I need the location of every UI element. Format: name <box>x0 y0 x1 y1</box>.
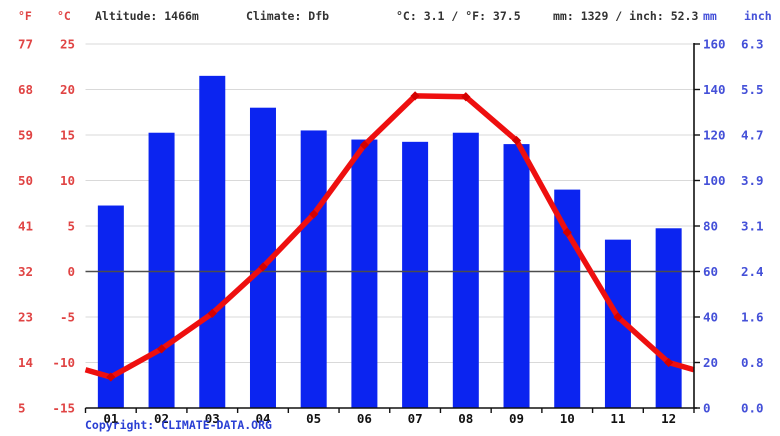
temp-point-09 <box>511 135 522 146</box>
climate-class-label: Climate: Dfb <box>246 9 330 23</box>
celsius-tick-label: -15 <box>52 401 75 416</box>
temperature-line <box>84 93 695 380</box>
precip-bar-07 <box>402 141 429 408</box>
precip-bar-08 <box>452 132 479 408</box>
precip-bar-12 <box>655 228 682 408</box>
mm-tick-label: 40 <box>703 310 718 325</box>
precip-bar-03 <box>199 75 226 408</box>
mm-tick-label: 160 <box>703 37 726 52</box>
month-label-03: 03 <box>205 411 220 426</box>
inch-tick-label: 2.4 <box>741 264 764 279</box>
mm-tick-label: 140 <box>703 82 726 97</box>
month-label-10: 10 <box>560 411 575 426</box>
celsius-tick-label: 5 <box>67 219 75 234</box>
precip-bar-02 <box>148 132 175 408</box>
temp-point-10 <box>562 227 572 237</box>
mm-tick-label: 120 <box>703 128 726 143</box>
temp-point-07 <box>410 91 420 101</box>
temp-point-08 <box>461 92 471 102</box>
inch-tick-label: 3.9 <box>741 173 764 188</box>
fahrenheit-axis-title: °F <box>18 9 32 23</box>
mm-tick-label: 100 <box>703 173 726 188</box>
inch-tick-label: 6.3 <box>741 37 764 52</box>
celsius-tick-label: 10 <box>60 173 75 188</box>
precip-bar-09 <box>503 144 530 408</box>
mm-tick-label: 20 <box>703 355 718 370</box>
temp-point-11 <box>613 312 623 322</box>
celsius-tick-label: -10 <box>52 355 75 370</box>
inch-tick-label: 3.1 <box>741 219 764 234</box>
inch-tick-label: 4.7 <box>741 128 764 143</box>
celsius-tick-label: 20 <box>60 82 75 97</box>
temp-point-05 <box>309 209 319 219</box>
fahrenheit-tick-label: 14 <box>18 355 33 370</box>
inch-tick-label: 5.5 <box>741 82 764 97</box>
month-label-08: 08 <box>458 411 473 426</box>
month-label-06: 06 <box>357 411 372 426</box>
mm-axis-title: mm <box>703 9 717 23</box>
month-label-01: 01 <box>103 411 118 426</box>
fahrenheit-tick-label: 41 <box>18 219 33 234</box>
temp-point-04 <box>258 262 268 272</box>
month-label-12: 12 <box>661 411 676 426</box>
celsius-tick-label: -5 <box>60 310 75 325</box>
fahrenheit-tick-label: 59 <box>18 128 33 143</box>
month-label-11: 11 <box>610 411 625 426</box>
month-label-09: 09 <box>509 411 524 426</box>
inch-tick-label: 0.8 <box>741 355 764 370</box>
temp-point-03 <box>207 308 217 318</box>
fahrenheit-tick-label: 32 <box>18 264 33 279</box>
temp-point-01 <box>106 372 116 382</box>
fahrenheit-tick-label: 23 <box>18 310 33 325</box>
mm-tick-label: 60 <box>703 264 718 279</box>
copyright-link[interactable]: Copyright: CLIMATE-DATA.ORG <box>85 418 272 432</box>
precip-bar-05 <box>300 130 327 408</box>
celsius-tick-label: 15 <box>60 128 75 143</box>
month-label-04: 04 <box>255 411 270 426</box>
fahrenheit-tick-label: 5 <box>18 401 26 416</box>
fahrenheit-tick-label: 77 <box>18 37 33 52</box>
celsius-tick-label: 0 <box>67 264 75 279</box>
precip-bar-10 <box>554 189 581 408</box>
temp-point-06 <box>359 140 369 150</box>
precip-bar-06 <box>351 139 378 409</box>
inch-tick-label: 0.0 <box>741 401 764 416</box>
mm-tick-label: 80 <box>703 219 718 234</box>
inch-axis-title: inch <box>744 9 772 23</box>
celsius-tick-label: 25 <box>60 37 75 52</box>
month-label-07: 07 <box>408 411 423 426</box>
celsius-axis-title: °C <box>57 9 71 23</box>
mean-temperature-label: °C: 3.1 / °F: 37.5 <box>396 9 521 23</box>
fahrenheit-tick-label: 50 <box>18 173 33 188</box>
temp-point-02 <box>156 344 167 354</box>
month-label-05: 05 <box>306 411 321 426</box>
inch-tick-label: 1.6 <box>741 310 764 325</box>
mm-tick-label: 0 <box>703 401 711 416</box>
altitude-label: Altitude: 1466m <box>95 9 199 23</box>
annual-precipitation-label: mm: 1329 / inch: 52.3 <box>553 9 699 23</box>
temp-point-12 <box>664 357 674 368</box>
fahrenheit-tick-label: 68 <box>18 82 33 97</box>
month-label-02: 02 <box>154 411 169 426</box>
